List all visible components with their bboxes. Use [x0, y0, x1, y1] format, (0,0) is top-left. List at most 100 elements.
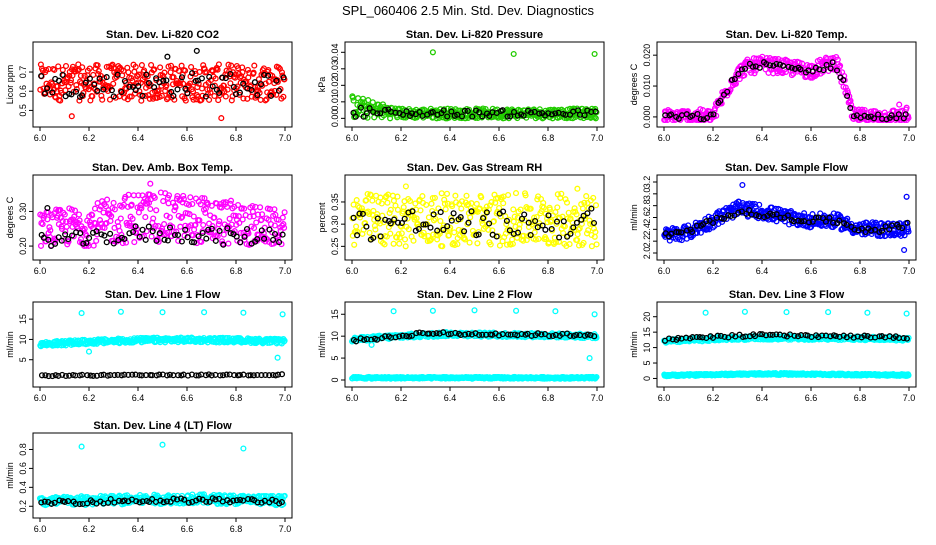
outlier-point — [431, 50, 436, 55]
data-point — [178, 224, 183, 229]
y-tick-label: 0.03 — [330, 60, 340, 78]
data-point — [354, 224, 359, 229]
data-point — [514, 191, 519, 196]
data-point — [584, 194, 589, 199]
data-point — [132, 240, 137, 245]
x-tick-label: 6.8 — [542, 393, 555, 403]
outlier-point — [194, 49, 199, 54]
data-point — [252, 63, 257, 68]
data-point — [216, 98, 221, 103]
x-tick-label: 6.6 — [805, 133, 818, 143]
panel-title: Stan. Dev. Line 3 Flow — [729, 289, 845, 301]
x-tick-label: 7.0 — [903, 133, 916, 143]
data-point — [226, 241, 231, 246]
data-point — [94, 239, 99, 244]
data-point — [475, 241, 480, 246]
y-tick-label: 15 — [330, 309, 340, 319]
x-tick-label: 6.0 — [658, 133, 671, 143]
y-axis-label: Licor ppm — [5, 65, 15, 105]
data-point — [104, 240, 109, 245]
data-point — [506, 193, 511, 198]
data-point — [427, 215, 432, 220]
y-tick-label: 2.6 — [642, 211, 652, 224]
data-point — [453, 193, 458, 198]
outlier-point — [514, 308, 519, 313]
data-point — [397, 241, 402, 246]
y-tick-label: 0.02 — [330, 77, 340, 95]
x-tick-label: 6.2 — [395, 393, 408, 403]
data-point — [212, 94, 217, 99]
outlier-point — [904, 194, 909, 199]
panel-title: Stan. Dev. Li-820 Temp. — [726, 29, 848, 41]
data-point — [378, 195, 383, 200]
data-points — [662, 54, 911, 122]
x-tick-label: 6.0 — [346, 266, 359, 276]
y-tick-label: 15 — [18, 314, 28, 324]
x-tick-label: 7.0 — [903, 266, 916, 276]
x-tick-label: 6.2 — [707, 266, 720, 276]
x-tick-label: 6.2 — [395, 133, 408, 143]
data-point — [221, 232, 226, 237]
data-point — [443, 207, 448, 212]
x-tick-label: 6.6 — [181, 133, 194, 143]
y-axis-label: degrees C — [629, 63, 639, 105]
x-tick-label: 6.6 — [805, 266, 818, 276]
data-point — [253, 80, 258, 85]
data-point — [385, 200, 390, 205]
outlier-point — [404, 184, 409, 189]
panel-title: Stan. Dev. Line 2 Flow — [417, 289, 533, 301]
outlier-point — [119, 309, 124, 314]
outlier-point — [69, 114, 74, 119]
outlier-point — [79, 311, 84, 316]
outlier-point — [587, 356, 592, 361]
data-point — [543, 227, 548, 232]
data-point — [111, 81, 116, 86]
y-tick-label: 2.4 — [642, 223, 652, 236]
x-tick-label: 6.0 — [34, 266, 47, 276]
data-point — [161, 199, 166, 204]
x-tick-label: 7.0 — [279, 266, 292, 276]
data-point — [464, 193, 469, 198]
x-tick-label: 6.4 — [756, 133, 769, 143]
y-tick-label: 2.0 — [642, 247, 652, 260]
y-tick-label: 5 — [330, 356, 340, 361]
x-tick-label: 6.4 — [444, 393, 457, 403]
panel-title: Stan. Dev. Sample Flow — [725, 162, 848, 174]
data-point — [399, 231, 404, 236]
data-point — [445, 191, 450, 196]
data-point — [467, 240, 472, 245]
x-tick-label: 6.2 — [395, 266, 408, 276]
x-tick-label: 6.0 — [346, 133, 359, 143]
data-point — [118, 216, 123, 221]
data-point — [403, 237, 408, 242]
data-point — [204, 236, 209, 241]
data-point — [396, 207, 401, 212]
y-tick-label: 0.000 — [642, 106, 652, 129]
data-point — [391, 241, 396, 246]
panel-title: Stan. Dev. Line 1 Flow — [105, 289, 221, 301]
y-tick-label: 0.7 — [18, 66, 28, 79]
outlier-point — [592, 52, 597, 57]
x-tick-label: 6.4 — [132, 266, 145, 276]
x-tick-label: 6.8 — [854, 266, 867, 276]
x-tick-label: 7.0 — [279, 133, 292, 143]
data-point — [474, 202, 479, 207]
data-point — [201, 223, 206, 228]
x-tick-label: 6.8 — [230, 266, 243, 276]
y-tick-label: 0.35 — [330, 193, 340, 211]
data-point — [581, 206, 586, 211]
y-tick-label: 0.30 — [18, 203, 28, 221]
x-tick-label: 6.4 — [132, 393, 145, 403]
data-point — [254, 220, 259, 225]
outlier-point — [391, 309, 396, 314]
outlier-point — [575, 186, 580, 191]
panel-title: Stan. Dev. Li-820 Pressure — [406, 29, 543, 41]
data-point — [200, 76, 205, 81]
outlier-point — [87, 349, 92, 354]
data-point — [77, 212, 82, 217]
data-point — [429, 201, 434, 206]
